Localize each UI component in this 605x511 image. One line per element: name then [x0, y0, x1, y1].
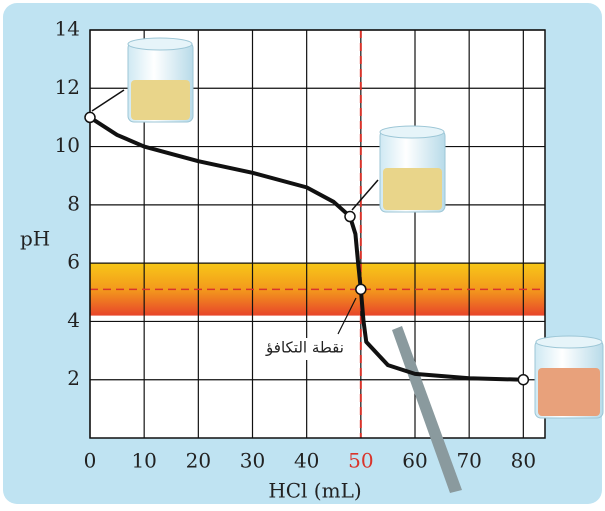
y-tick-label: 6 [67, 250, 80, 274]
beaker [91, 37, 194, 123]
beaker [351, 125, 446, 213]
beaker [534, 335, 604, 419]
annotation-leader [337, 297, 357, 335]
x-tick-label: 30 [240, 449, 265, 473]
x-axis-label: HCl (mL) [268, 479, 361, 503]
x-tick-label: 40 [294, 449, 319, 473]
y-tick-label: 4 [67, 308, 80, 332]
annotation-bg [258, 338, 352, 360]
titration-curve [88, 115, 524, 382]
point-marker [355, 283, 367, 296]
y-tick-label: 10 [55, 133, 80, 157]
y-axis-label: pH [20, 227, 50, 251]
x-tick-label: 70 [456, 449, 481, 473]
point-marker [344, 210, 356, 223]
x-tick-label: 20 [186, 449, 211, 473]
annotation: نقطة التكافؤ [265, 339, 344, 357]
x-tick-label: 10 [131, 449, 156, 473]
y-tick-label: 2 [67, 366, 80, 390]
x-tick-label: 60 [402, 449, 427, 473]
x-tick-label: 80 [511, 449, 536, 473]
y-tick-label: 14 [55, 17, 80, 41]
plot-frame [89, 29, 546, 439]
y-tick-label: 8 [67, 191, 80, 215]
point-marker [84, 111, 96, 124]
point-marker [517, 373, 530, 386]
x-tick-label: 0 [84, 449, 97, 473]
pointer [392, 326, 462, 493]
x-tick-label: 50 [348, 449, 373, 473]
y-tick-label: 12 [55, 75, 80, 99]
